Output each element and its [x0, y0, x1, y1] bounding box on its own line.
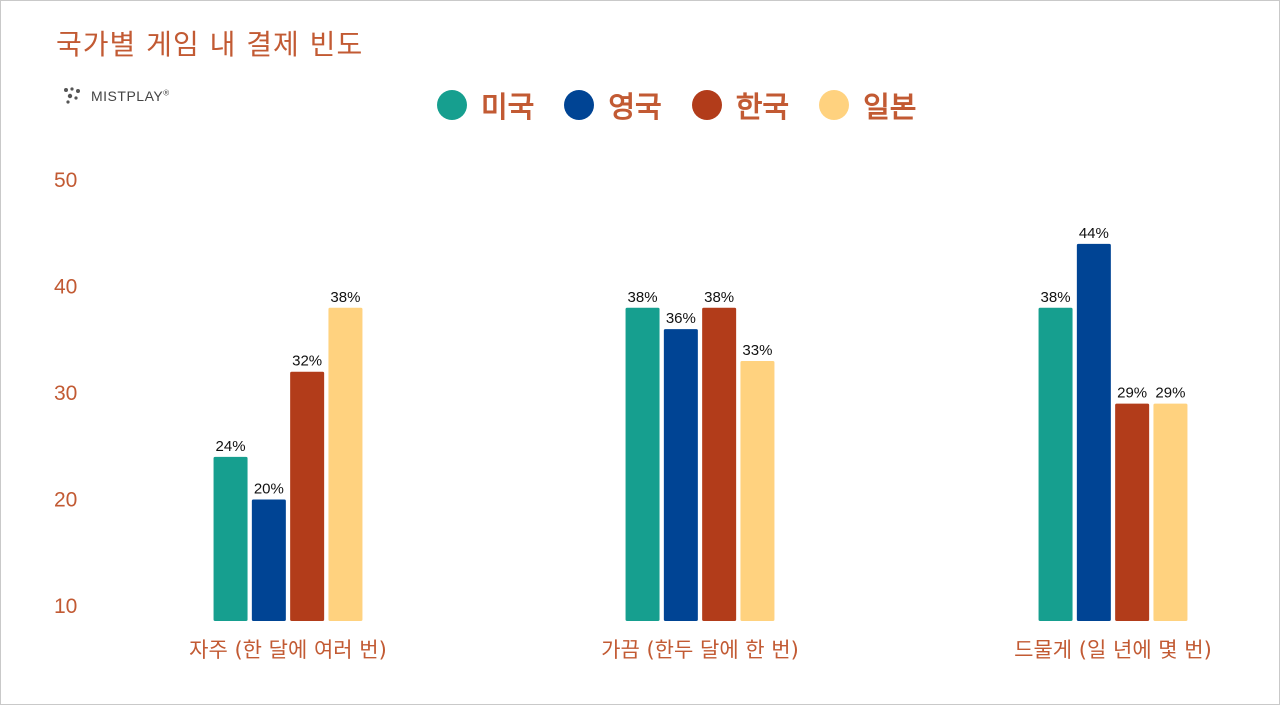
data-label: 36%: [666, 310, 696, 327]
bar: [328, 307, 363, 621]
bar: [1115, 403, 1150, 621]
legend-swatch: [691, 90, 722, 120]
chart-title: 국가별 게임 내 결제 빈도: [56, 28, 364, 61]
bar: [740, 361, 775, 621]
data-label: 38%: [704, 289, 734, 306]
data-label: 38%: [1041, 289, 1071, 306]
data-label: 38%: [330, 289, 360, 306]
y-tick-label: 20: [54, 489, 77, 512]
legend-swatch: [437, 90, 467, 120]
y-tick-label: 40: [54, 276, 77, 299]
y-tick-label: 50: [54, 169, 77, 192]
mistplay-dots-icon: [64, 87, 80, 104]
data-label: 29%: [1155, 385, 1185, 402]
legend-item: 한국: [691, 84, 790, 126]
bar: [702, 307, 737, 621]
bar: [290, 371, 325, 621]
legend-label: 영국: [608, 90, 662, 124]
brand-name: MISTPLAY®: [91, 88, 170, 104]
legend-item: 영국: [564, 84, 662, 126]
data-label: 32%: [292, 353, 322, 370]
legend-item: 일본: [819, 84, 917, 126]
data-label: 38%: [628, 289, 658, 306]
bar: [1038, 307, 1073, 621]
y-tick-label: 30: [54, 382, 77, 405]
bar: [663, 329, 698, 621]
bar: [213, 456, 248, 621]
legend-label: 미국: [481, 90, 535, 124]
legend: 미국 영국 한국 일본: [437, 84, 947, 126]
legend-label: 한국: [735, 90, 790, 124]
data-label: 33%: [742, 342, 772, 359]
brand-logo: MISTPLAY®: [63, 86, 170, 106]
legend-label: 일본: [863, 90, 917, 124]
legend-swatch: [564, 90, 595, 120]
x-category-label: 가끔 (한두 달에 한 번): [601, 638, 799, 662]
x-category-label: 자주 (한 달에 여러 번): [189, 638, 387, 662]
bar: [251, 499, 286, 621]
bar: [625, 307, 660, 621]
legend-swatch: [819, 90, 850, 120]
bar: [1153, 403, 1188, 621]
data-label: 29%: [1117, 385, 1147, 402]
x-category-label: 드물게 (일 년에 몇 번): [1014, 638, 1212, 662]
bar: [1076, 243, 1111, 621]
data-label: 20%: [254, 481, 284, 498]
data-label: 24%: [216, 438, 246, 455]
y-tick-label: 10: [54, 595, 77, 618]
data-label: 44%: [1079, 225, 1109, 242]
legend-item: 미국: [437, 84, 534, 126]
